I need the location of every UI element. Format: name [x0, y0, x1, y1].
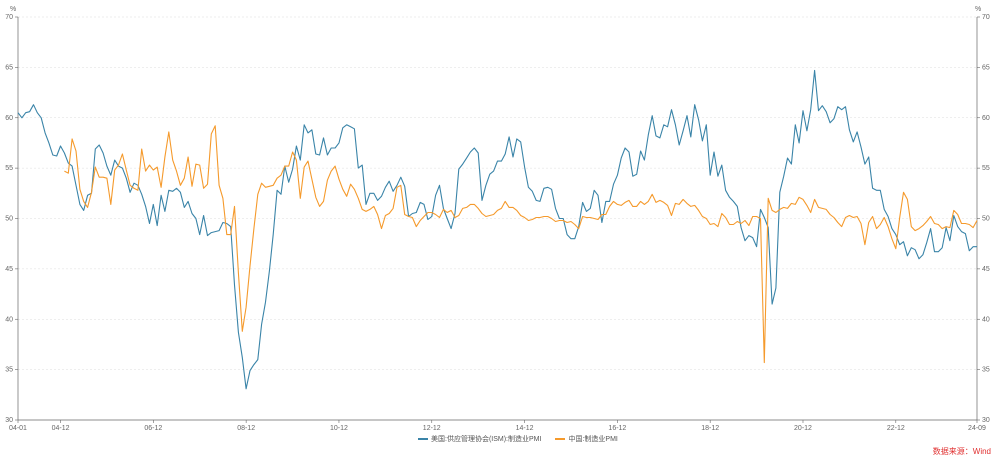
x-tick-label: 06-12 — [144, 425, 162, 432]
data-source: 数据来源：Wind — [932, 447, 991, 456]
y-tick-label-right: 45 — [982, 266, 990, 273]
y-tick-label-right: 35 — [982, 367, 990, 374]
x-tick-label: 22-12 — [887, 425, 905, 432]
x-tick-label: 20-12 — [794, 425, 812, 432]
y-tick-label-right: 70 — [982, 14, 990, 21]
y-tick-label: 45 — [5, 266, 13, 273]
y-tick-label-right: 50 — [982, 216, 990, 223]
y-tick-label-right: 40 — [982, 316, 990, 323]
x-tick-label: 24-09 — [968, 425, 986, 432]
y-tick-label: 35 — [5, 367, 13, 374]
legend: 美国:供应管理协会(ISM):制造业PMI 中国:制造业PMI — [418, 434, 618, 444]
legend-swatch — [418, 438, 428, 440]
y-tick-label: 30 — [5, 417, 13, 424]
y-tick-label: 55 — [5, 165, 13, 172]
series-line-0 — [17, 69, 977, 390]
x-tick-label: 04-01 — [9, 425, 27, 432]
series-line-1 — [64, 125, 978, 364]
x-tick-label: 10-12 — [330, 425, 348, 432]
y-tick-label: 70 — [5, 14, 13, 21]
legend-label: 中国:制造业PMI — [568, 436, 618, 443]
y-tick-label-right: 55 — [982, 165, 990, 172]
x-tick-label: 16-12 — [608, 425, 626, 432]
y-tick-label: 40 — [5, 316, 13, 323]
y-unit-right: % — [975, 6, 981, 13]
y-tick-label-right: 65 — [982, 64, 990, 71]
x-tick-label: 08-12 — [237, 425, 255, 432]
legend-swatch — [555, 438, 566, 440]
y-tick-label: 60 — [5, 115, 13, 122]
legend-label: 美国:供应管理协会(ISM):制造业PMI — [431, 436, 542, 443]
x-tick-label: 04-12 — [52, 425, 70, 432]
legend-item-ism: 美国:供应管理协会(ISM):制造业PMI — [418, 434, 541, 444]
y-tick-label-right: 30 — [982, 417, 990, 424]
y-tick-label: 50 — [5, 216, 13, 223]
y-unit-left: % — [10, 6, 16, 13]
x-tick-label: 14-12 — [516, 425, 534, 432]
x-tick-label: 18-12 — [701, 425, 719, 432]
y-tick-label-right: 60 — [982, 115, 990, 122]
legend-item-china: 中国:制造业PMI — [555, 434, 618, 444]
y-tick-label: 65 — [5, 64, 13, 71]
x-tick-label: 12-12 — [423, 425, 441, 432]
